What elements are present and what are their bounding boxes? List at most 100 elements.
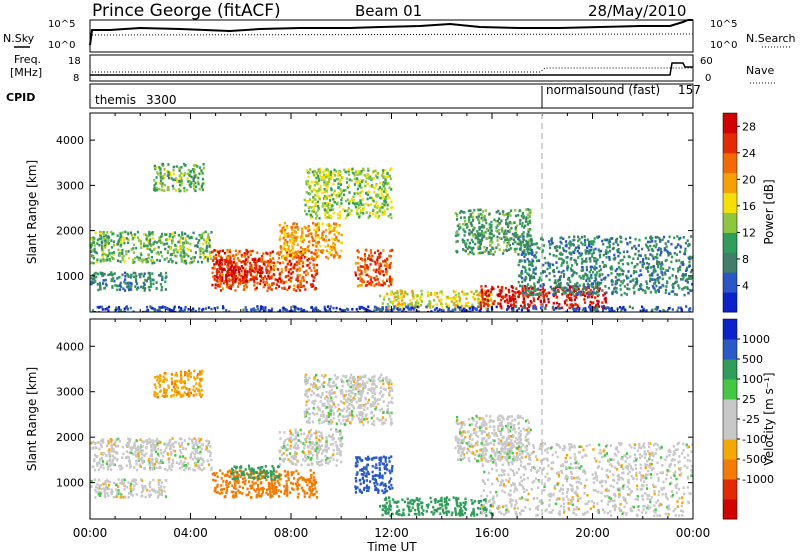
heatmap-cell [133, 466, 136, 469]
heatmap-cell [120, 285, 123, 289]
heatmap-cell [300, 307, 303, 311]
heatmap-cell [149, 439, 152, 443]
heatmap-cell [202, 257, 205, 261]
heatmap-cell [574, 261, 577, 264]
heatmap-cell [523, 259, 526, 262]
heatmap-cell [671, 274, 674, 277]
heatmap-cell [416, 305, 419, 309]
heatmap-cell [533, 305, 536, 308]
heatmap-cell [547, 297, 550, 301]
colorbar-frame [722, 112, 738, 313]
heatmap-cell [125, 443, 128, 447]
heatmap-cell [520, 253, 523, 256]
heatmap-cell [454, 234, 457, 237]
heatmap-cell [243, 252, 246, 255]
heatmap-cell [327, 180, 331, 184]
heatmap-cell [379, 309, 382, 312]
heatmap-cell [292, 266, 295, 269]
heatmap-cell [580, 241, 583, 244]
heatmap-cell [94, 280, 97, 283]
heatmap-cell [641, 288, 644, 292]
heatmap-cell [401, 292, 404, 295]
heatmap-cell [530, 239, 533, 242]
heatmap-cell [615, 238, 618, 242]
heatmap-cell [596, 282, 599, 286]
heatmap-cell [179, 183, 182, 187]
heatmap-cell [529, 300, 532, 303]
heatmap-cell [232, 261, 236, 264]
heatmap-cell [510, 209, 513, 212]
heatmap-cell [159, 250, 162, 254]
heatmap-cell [467, 252, 470, 256]
heatmap-cell [107, 249, 110, 252]
heatmap-cell [382, 298, 386, 301]
heatmap-cell [684, 279, 687, 282]
heatmap-cell [452, 303, 455, 306]
heatmap-cell [364, 184, 367, 188]
heatmap-cell [314, 231, 317, 234]
heatmap-cell [262, 262, 265, 266]
heatmap-cell [503, 249, 506, 252]
heatmap-cell [135, 459, 138, 463]
heatmap-cell [108, 457, 112, 461]
heatmap-cell [281, 248, 284, 252]
heatmap-cell [110, 444, 113, 447]
heatmap-cell [321, 232, 324, 235]
heatmap-cell [249, 261, 252, 265]
heatmap-cell [257, 307, 260, 311]
heatmap-cell [560, 271, 563, 274]
heatmap-cell [354, 262, 357, 265]
heatmap-cell [301, 227, 304, 231]
heatmap-cell [674, 275, 678, 278]
heatmap-cell [380, 187, 384, 191]
heatmap-cell [324, 204, 327, 208]
heatmap-cell [542, 300, 546, 303]
heatmap-cell [386, 292, 389, 296]
heatmap-cell [171, 184, 174, 188]
heatmap-cell [514, 240, 517, 244]
heatmap-cell [216, 272, 219, 276]
heatmap-cell [301, 231, 304, 234]
heatmap-cell [523, 301, 526, 304]
heatmap-cell [579, 292, 582, 295]
heatmap-cell [611, 283, 614, 286]
heatmap-cell [182, 249, 185, 252]
heatmap-cell [193, 187, 196, 191]
heatmap-cell [568, 241, 571, 244]
heatmap-cell [316, 234, 319, 237]
heatmap-cell [394, 295, 397, 298]
heatmap-cell [554, 292, 557, 295]
heatmap-cell [316, 228, 319, 231]
heatmap-cell [644, 254, 647, 257]
heatmap-cell [323, 180, 326, 184]
heatmap-cell [608, 258, 611, 261]
heatmap-cell [602, 304, 605, 308]
heatmap-cell [560, 257, 563, 261]
heatmap-cell [321, 222, 324, 226]
heatmap-cell [675, 245, 678, 249]
heatmap-cell [140, 285, 143, 289]
heatmap-cell [472, 228, 475, 232]
heatmap-cell [587, 277, 590, 280]
heatmap-cell [323, 195, 327, 198]
heatmap-cell [590, 273, 593, 277]
heatmap-cell [584, 252, 587, 255]
heatmap-cell [220, 266, 223, 270]
heatmap-cell [238, 250, 241, 253]
heatmap-cell [113, 272, 116, 275]
heatmap-cell [598, 250, 601, 253]
heatmap-cell [307, 175, 310, 179]
heatmap-cell [668, 276, 671, 280]
heatmap-cell [333, 254, 336, 258]
heatmap-cell [488, 226, 491, 229]
heatmap-cell [518, 290, 521, 293]
heatmap-cell [509, 228, 512, 232]
heatmap-cell [390, 216, 393, 220]
heatmap-cell [107, 305, 111, 309]
heatmap-cell [158, 306, 161, 309]
heatmap-cell [581, 308, 584, 312]
heatmap-cell [554, 279, 557, 282]
heatmap-cell [664, 273, 667, 276]
heatmap-cell [577, 287, 580, 291]
noise-right-tick-top: 10^5 [710, 19, 737, 30]
